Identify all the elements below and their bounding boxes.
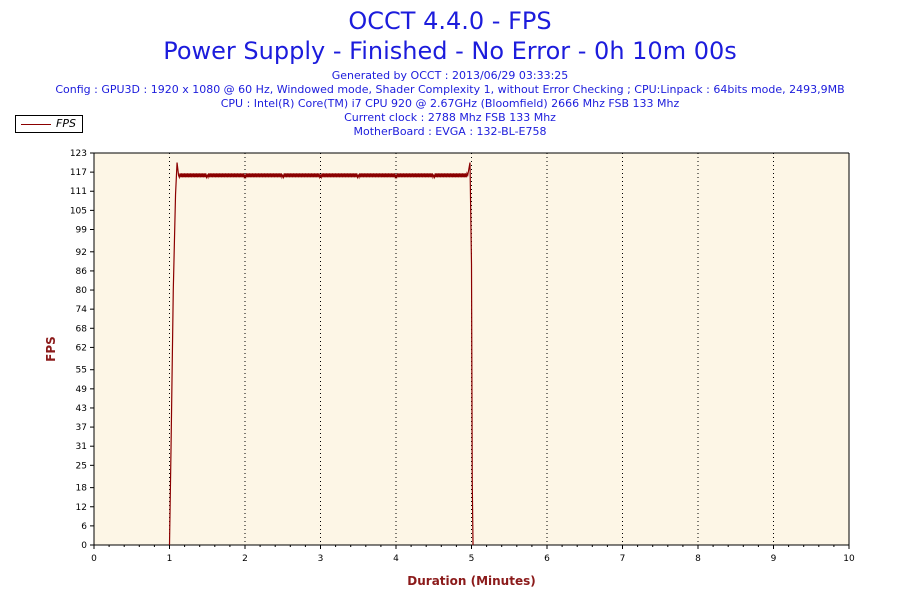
x-tick-label: 4	[393, 554, 399, 564]
chart-title: OCCT 4.4.0 - FPS	[348, 7, 552, 35]
y-tick-label: 86	[76, 267, 88, 277]
y-tick-label: 49	[76, 385, 88, 395]
y-tick-label: 31	[76, 442, 87, 452]
y-tick-label: 105	[70, 206, 87, 216]
axes	[90, 152, 850, 549]
y-tick-label: 92	[76, 248, 87, 258]
fps-series-line	[168, 162, 474, 546]
legend-label: FPS	[56, 117, 76, 130]
y-tick-label: 12	[76, 503, 87, 513]
tick-labels: 0 1 2 3 4 5 6 7 8 9 100612182531374349556268748086…	[70, 149, 855, 564]
motherboard-info: MotherBoard : EVGA : 132-BL-E758	[353, 125, 547, 138]
x-tick-label: 7	[620, 554, 626, 564]
y-tick-label: 18	[76, 484, 88, 494]
x-tick-label: 8	[695, 554, 701, 564]
cpu-info: CPU : Intel(R) Core(TM) i7 CPU 920 @ 2.6…	[220, 97, 680, 110]
x-tick-label: 6	[544, 554, 550, 564]
clock-info: Current clock : 2788 Mhz FSB 133 Mhz	[344, 111, 556, 124]
y-tick-label: 37	[76, 423, 87, 433]
y-tick-label: 68	[76, 324, 88, 334]
x-tick-label: 2	[242, 554, 248, 564]
y-tick-label: 123	[70, 149, 87, 159]
y-tick-label: 74	[76, 305, 88, 315]
y-tick-label: 99	[76, 225, 88, 235]
y-tick-label: 117	[70, 168, 87, 178]
y-tick-label: 6	[81, 522, 87, 532]
x-tick-label: 9	[771, 554, 777, 564]
y-tick-label: 55	[76, 366, 87, 376]
y-axis-label: FPS	[44, 336, 58, 362]
series-group	[168, 162, 474, 546]
x-tick-label: 0	[91, 554, 97, 564]
y-tick-label: 25	[76, 461, 87, 471]
y-tick-label: 62	[76, 343, 87, 353]
y-tick-label: 0	[81, 541, 87, 551]
chart-subtitle: Power Supply - Finished - No Error - 0h …	[163, 37, 737, 65]
y-tick-label: 80	[76, 286, 88, 296]
x-tick-label: 3	[318, 554, 324, 564]
y-tick-label: 43	[76, 404, 87, 414]
generated-info: Generated by OCCT : 2013/06/29 03:33:25	[331, 69, 569, 82]
x-tick-label: 1	[167, 554, 173, 564]
x-tick-label: 5	[469, 554, 475, 564]
chart-legend: FPS	[15, 115, 83, 133]
x-tick-label: 10	[843, 554, 855, 564]
config-info: Config : GPU3D : 1920 x 1080 @ 60 Hz, Wi…	[55, 83, 845, 96]
x-axis-label: Duration (Minutes)	[407, 574, 535, 588]
legend-line-swatch	[21, 124, 51, 125]
y-tick-label: 111	[70, 187, 87, 197]
